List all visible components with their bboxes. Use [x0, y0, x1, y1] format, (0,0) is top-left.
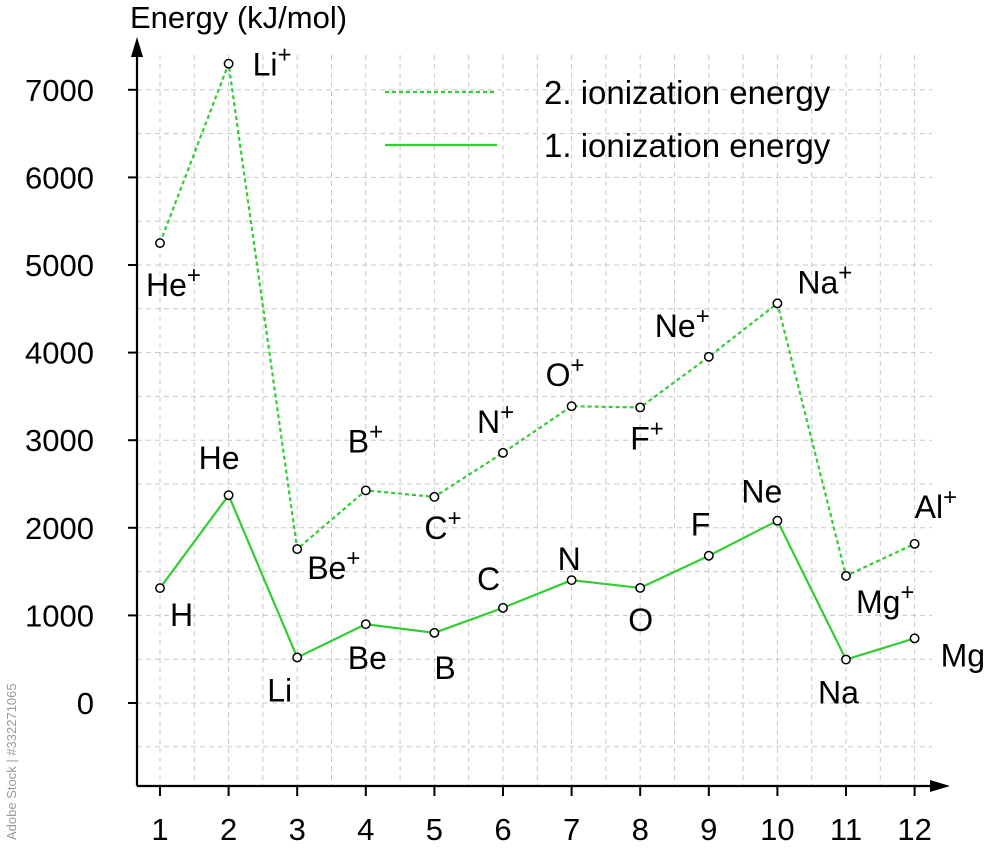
- series-layer: [155, 58, 920, 665]
- point-label: Na: [818, 675, 859, 711]
- data-point: [429, 491, 440, 502]
- point-label: N+: [477, 399, 514, 440]
- data-point: [498, 447, 508, 458]
- point-label: Mg: [941, 637, 985, 673]
- data-point: [292, 544, 303, 555]
- x-tick-label: 3: [289, 812, 306, 847]
- point-label: Be: [348, 640, 387, 676]
- point-label: C: [477, 561, 500, 597]
- point-label: O: [628, 602, 653, 638]
- point-label: O+: [546, 352, 585, 393]
- data-point: [772, 298, 783, 309]
- x-tick-label: 9: [700, 812, 717, 847]
- x-tick-label: 6: [494, 812, 511, 847]
- point-label: Ne: [741, 474, 782, 510]
- data-point: [772, 515, 783, 526]
- point-label: Li: [267, 672, 292, 708]
- x-tick-label: 7: [563, 812, 580, 847]
- data-point: [155, 238, 165, 249]
- point-label: He: [199, 440, 240, 476]
- point-label: He+: [146, 262, 201, 303]
- point-label: Ne+: [655, 303, 710, 344]
- point-label: F: [691, 507, 711, 543]
- data-point: [909, 538, 920, 549]
- data-point: [841, 654, 851, 665]
- x-tick-label: 1: [151, 812, 168, 847]
- point-label: N: [558, 541, 581, 577]
- point-label: Be+: [307, 545, 360, 586]
- legend-label: 1. ionization energy: [544, 127, 831, 164]
- legend-label: 2. ionization energy: [544, 74, 831, 111]
- point-label: C+: [424, 505, 461, 546]
- data-point: [635, 582, 646, 593]
- y-tick-label: 1000: [25, 598, 94, 633]
- data-point: [566, 575, 577, 586]
- data-point: [841, 570, 851, 581]
- label-layer: He+ Li+ Be+ B+ C+ N+ O+ F+ Ne+ Na+ Mg+ Al+ H He Li Be B C…: [146, 42, 985, 711]
- data-point: [223, 58, 234, 69]
- point-label: F+: [630, 415, 664, 456]
- data-point: [635, 402, 646, 413]
- x-tick-label: 2: [220, 812, 237, 847]
- x-tick-label: 10: [760, 812, 794, 847]
- point-label: Li+: [253, 42, 292, 83]
- axes-layer: Energy (kJ/mol) 0 1000 2000 3000 4000 5000 6000…: [25, 0, 950, 847]
- x-tick-label: 12: [897, 812, 931, 847]
- y-tick-label: 2000: [25, 511, 94, 546]
- data-point: [292, 652, 303, 663]
- data-point: [223, 490, 234, 501]
- data-point: [703, 351, 714, 362]
- data-point: [429, 627, 440, 638]
- data-point: [155, 583, 165, 594]
- legend-layer: 2. ionization energy 1. ionization energy: [385, 74, 831, 164]
- watermark-text: Adobe Stock | #332271065: [4, 683, 19, 840]
- grid-layer: [137, 55, 932, 786]
- x-tick-label: 8: [632, 812, 649, 847]
- y-tick-label: 4000: [25, 336, 94, 371]
- data-point: [360, 485, 371, 496]
- data-point: [703, 550, 714, 561]
- y-axis-arrow-icon: [131, 37, 143, 57]
- x-tick-label: 11: [830, 812, 862, 847]
- series-line-first-ionization: [159, 493, 915, 661]
- y-axis-label: Energy (kJ/mol): [130, 0, 347, 35]
- point-label: Al+: [915, 484, 957, 525]
- y-tick-label: 7000: [25, 73, 94, 108]
- point-label: B: [434, 650, 455, 686]
- point-label: Na+: [797, 259, 852, 300]
- data-point: [566, 401, 577, 412]
- x-axis-arrow-icon: [930, 780, 950, 792]
- x-tick-label: 4: [357, 812, 374, 847]
- x-tick-label: 5: [426, 812, 443, 847]
- data-point: [360, 619, 371, 630]
- y-tick-label: 5000: [25, 248, 94, 283]
- y-tick-label: 6000: [25, 160, 94, 195]
- point-label: H: [170, 597, 193, 633]
- y-tick-label: 0: [77, 686, 94, 721]
- data-point: [909, 633, 920, 644]
- data-point: [498, 602, 508, 613]
- point-label: B+: [348, 418, 383, 459]
- point-label: Mg+: [856, 579, 914, 620]
- y-tick-label: 3000: [25, 423, 94, 458]
